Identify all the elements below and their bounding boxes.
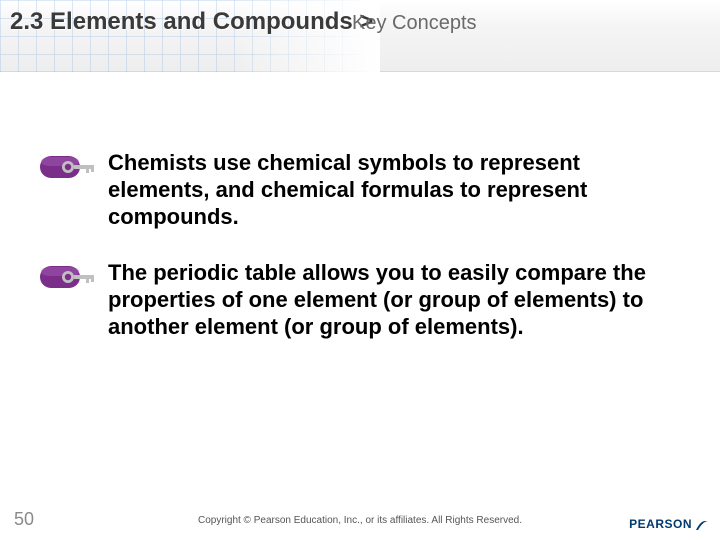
slide-footer: 50 Copyright © Pearson Education, Inc., … xyxy=(0,502,720,540)
slide-subtitle: Key Concepts xyxy=(352,12,477,35)
pearson-logo: PEARSON xyxy=(629,516,710,532)
concept-text: The periodic table allows you to easily … xyxy=(108,260,680,340)
key-concept-item: The periodic table allows you to easily … xyxy=(40,260,680,340)
logo-swoosh-icon xyxy=(694,516,710,532)
logo-text: PEARSON xyxy=(629,517,692,531)
concept-text: Chemists use chemical symbols to represe… xyxy=(108,150,680,230)
slide-header: 2.3 Elements and Compounds > Key Concept… xyxy=(0,0,720,72)
section-name: Elements and Compounds xyxy=(50,8,353,35)
section-number: 2.3 xyxy=(10,8,43,35)
key-concept-item: Chemists use chemical symbols to represe… xyxy=(40,150,680,230)
section-title: 2.3 Elements and Compounds > xyxy=(10,8,373,36)
key-icon xyxy=(40,154,96,185)
copyright-text: Copyright © Pearson Education, Inc., or … xyxy=(0,515,720,526)
slide-content: Chemists use chemical symbols to represe… xyxy=(40,150,680,371)
key-icon xyxy=(40,264,96,295)
